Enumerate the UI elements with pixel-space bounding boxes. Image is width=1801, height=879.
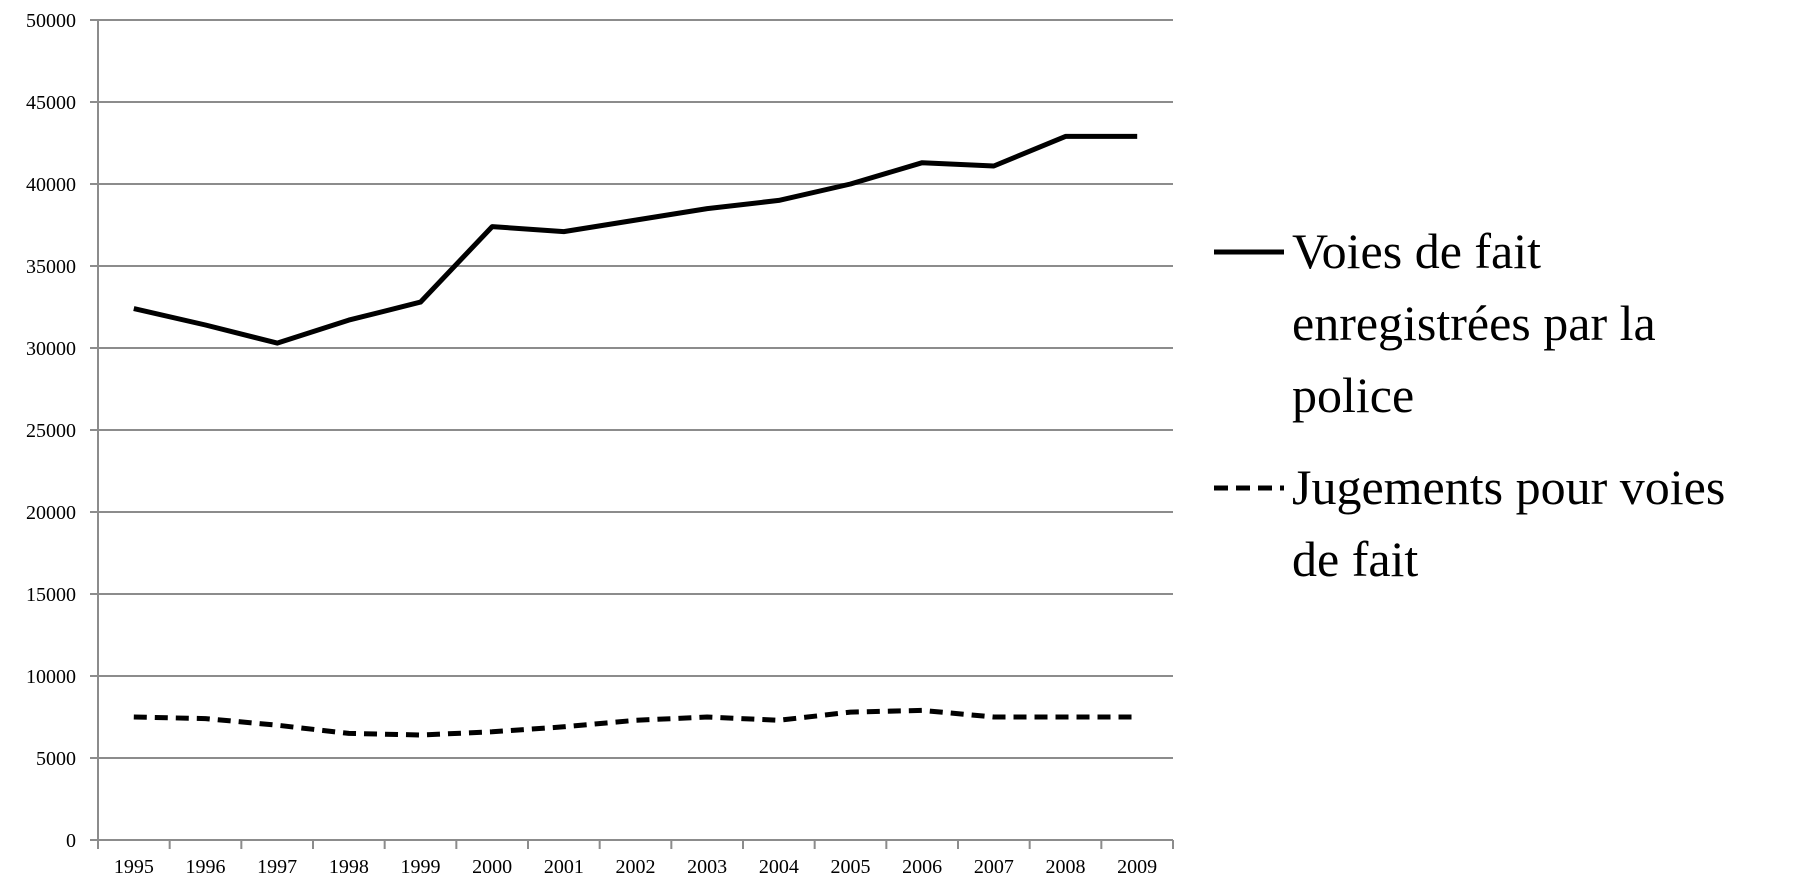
x-tick-label: 2004 xyxy=(759,856,799,878)
x-tick-label: 2008 xyxy=(1046,856,1086,878)
y-tick-label: 20000 xyxy=(26,502,76,524)
legend-label: police xyxy=(1292,367,1414,423)
series-line-police xyxy=(133,133,1138,346)
legend-label: de fait xyxy=(1292,531,1418,587)
x-tick-label: 2000 xyxy=(472,856,512,878)
y-tick-label: 50000 xyxy=(26,10,76,32)
x-tick-label: 2006 xyxy=(902,856,942,878)
y-tick-label: 10000 xyxy=(26,666,76,688)
x-tick-label: 2003 xyxy=(687,856,727,878)
legend-label: Jugements pour voies xyxy=(1292,459,1725,515)
legend-label: enregistrées par la xyxy=(1292,295,1656,351)
x-tick-label: 1999 xyxy=(401,856,441,878)
y-tick-label: 30000 xyxy=(26,338,76,360)
x-tick-label: 2001 xyxy=(544,856,584,878)
legend: Voies de fait enregistrées par la police Ju… xyxy=(1214,223,1725,587)
series-line-jugements xyxy=(133,707,1138,738)
x-tick-labels: 1995 1996 1997 1998 1999 2000 2001 2002 2003 2004… xyxy=(97,840,1174,878)
x-tick-label: 2009 xyxy=(1117,856,1157,878)
x-tick-label: 2007 xyxy=(974,856,1014,878)
y-tick-label: 25000 xyxy=(26,420,76,442)
y-tick-label: 35000 xyxy=(26,256,76,278)
x-tick-label: 1995 xyxy=(114,856,154,878)
legend-entry: Jugements pour voies de fait xyxy=(1214,459,1725,587)
y-tick-labels: 0 5000 10000 15000 20000 25000 30000 35000 40000… xyxy=(26,10,76,852)
x-tick-label: 1998 xyxy=(329,856,369,878)
y-tick-label: 40000 xyxy=(26,174,76,196)
axes xyxy=(97,20,1173,841)
y-tick-label: 0 xyxy=(66,830,76,852)
legend-label: Voies de fait xyxy=(1292,223,1541,279)
x-tick-label: 2002 xyxy=(616,856,656,878)
y-tick-label: 15000 xyxy=(26,584,76,606)
series-lines xyxy=(133,133,1138,738)
x-tick-label: 1996 xyxy=(186,856,226,878)
legend-entry: Voies de fait enregistrées par la police xyxy=(1214,223,1656,423)
y-tick-label: 5000 xyxy=(36,748,76,770)
y-tick-label: 45000 xyxy=(26,92,76,114)
x-tick-label: 1997 xyxy=(257,856,297,878)
x-tick-label: 2005 xyxy=(831,856,871,878)
gridlines xyxy=(90,19,1173,841)
